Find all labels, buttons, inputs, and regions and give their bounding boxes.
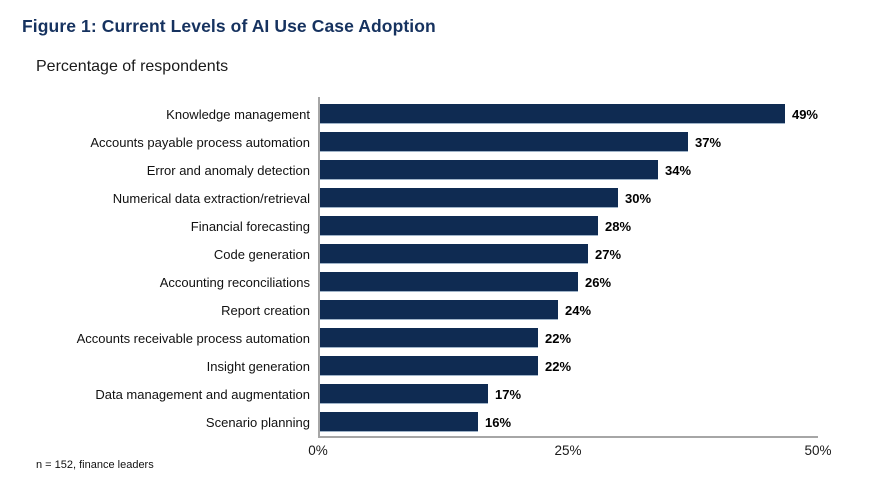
value-label: 16% [485, 414, 512, 430]
bar-track: 37% [318, 128, 818, 156]
bar [318, 188, 618, 208]
bar-track: 22% [318, 324, 818, 352]
bar-track: 16% [318, 408, 818, 436]
bar [318, 272, 578, 292]
bar-track: 49% [318, 100, 818, 128]
category-label: Scenario planning [205, 414, 310, 430]
bar [318, 300, 558, 320]
footnote: n = 152, finance leaders [36, 459, 154, 471]
bar-track: 27% [318, 240, 818, 268]
value-label: 28% [605, 218, 632, 234]
value-label: 17% [495, 386, 522, 402]
value-label: 22% [545, 330, 572, 346]
chart-subtitle: Percentage of respondents [36, 58, 229, 75]
x-axis-tick-label: 0% [308, 443, 328, 458]
bar-track: 26% [318, 268, 818, 296]
bar-row: Numerical data extraction/retrieval 30% [36, 184, 836, 212]
category-label: Data management and augmentation [95, 386, 310, 402]
bar-row: Error and anomaly detection 34% [36, 156, 836, 184]
bar [318, 104, 785, 124]
bar-row: Scenario planning 16% [36, 408, 836, 436]
category-label: Report creation [221, 302, 310, 318]
category-label: Accounts payable process automation [90, 134, 310, 150]
value-label: 22% [545, 358, 572, 374]
x-axis-tick-label: 25% [554, 443, 582, 458]
value-label: 27% [595, 246, 622, 262]
x-axis-tick-label: 50% [804, 443, 832, 458]
bar [318, 160, 658, 180]
value-label: 30% [625, 190, 652, 206]
y-axis-line [318, 97, 320, 436]
bar [318, 384, 488, 404]
bar-track: 24% [318, 296, 818, 324]
bar-track: 22% [318, 352, 818, 380]
bar [318, 244, 588, 264]
bar-track: 28% [318, 212, 818, 240]
bar-row: Data management and augmentation 17% [36, 380, 836, 408]
bar-row: Accounts payable process automation 37% [36, 128, 836, 156]
bar [318, 412, 478, 432]
category-label: Code generation [213, 246, 310, 262]
bar-row: Knowledge management 49% [36, 100, 836, 128]
bar-row: Accounting reconciliations 26% [36, 268, 836, 296]
bar-row: Accounts receivable process automation 2… [36, 324, 836, 352]
category-label: Accounting reconciliations [159, 274, 310, 290]
figure-title: Figure 1: Current Levels of AI Use Case … [22, 16, 436, 36]
chart-rows: Knowledge management 49% Accounts payabl… [36, 100, 836, 436]
bar-track: 30% [318, 184, 818, 212]
bar [318, 356, 538, 376]
bar [318, 132, 688, 152]
category-label: Error and anomaly detection [146, 162, 310, 178]
category-label: Accounts receivable process automation [76, 330, 310, 346]
bar [318, 328, 538, 348]
category-label: Insight generation [206, 358, 310, 374]
value-label: 26% [585, 274, 612, 290]
bar-chart: Knowledge management 49% Accounts payabl… [36, 97, 836, 458]
category-label: Numerical data extraction/retrieval [112, 190, 310, 206]
category-label: Financial forecasting [190, 218, 310, 234]
bar-track: 17% [318, 380, 818, 408]
value-label: 37% [695, 134, 722, 150]
x-axis-line [318, 436, 818, 438]
value-label: 24% [565, 302, 592, 318]
value-label: 34% [665, 162, 692, 178]
bar-row: Insight generation 22% [36, 352, 836, 380]
bar-row: Report creation 24% [36, 296, 836, 324]
value-label: 49% [791, 106, 818, 122]
bar-row: Financial forecasting 28% [36, 212, 836, 240]
bar-row: Code generation 27% [36, 240, 836, 268]
category-label: Knowledge management [166, 106, 310, 122]
bar-track: 34% [318, 156, 818, 184]
x-axis-ticks: 0% 25% 50% [308, 443, 831, 461]
bar [318, 216, 598, 236]
